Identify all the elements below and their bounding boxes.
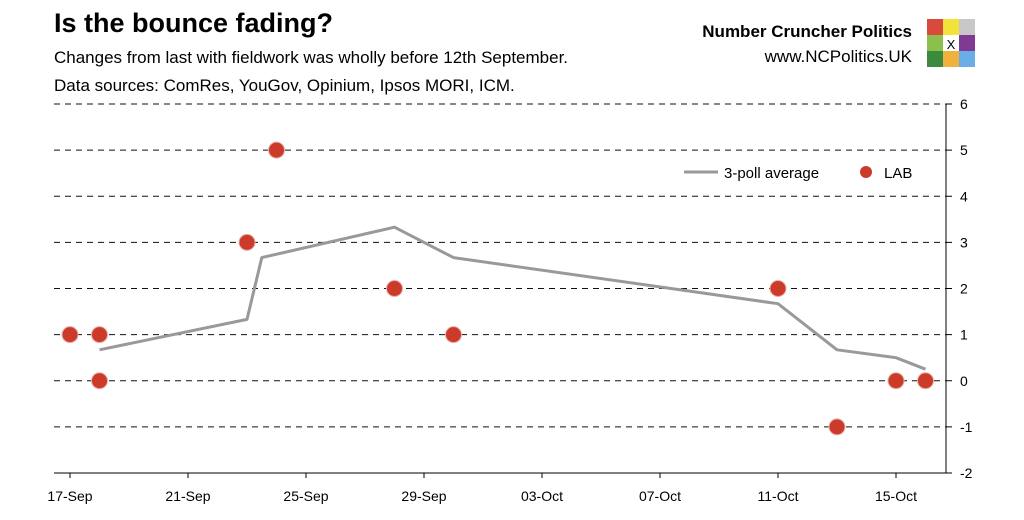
- data-point-lab: [238, 233, 256, 251]
- data-point-lab: [268, 141, 285, 159]
- x-tick-label: 03-Oct: [521, 488, 563, 504]
- logo-square: [943, 19, 959, 35]
- data-point-lab: [887, 372, 905, 390]
- logo-square: [959, 19, 975, 35]
- data-point-lab: [91, 372, 108, 390]
- brand-block: Number Cruncher Politics www.NCPolitics.…: [702, 22, 912, 67]
- y-tick-label: 6: [960, 96, 968, 112]
- x-tick-label: 17-Sep: [47, 488, 92, 504]
- data-point-lab: [769, 280, 787, 297]
- logo-square: [959, 51, 975, 67]
- y-tick-label: -1: [960, 419, 973, 435]
- x-tick-label: 15-Oct: [875, 488, 917, 504]
- y-tick-label: 3: [960, 234, 968, 250]
- y-tick-label: 0: [960, 373, 968, 389]
- x-tick-label: 29-Sep: [401, 488, 446, 504]
- legend-dot-swatch: [860, 166, 872, 178]
- y-tick-label: 5: [960, 142, 968, 158]
- logo-mark: X: [947, 37, 956, 52]
- x-tick-label: 25-Sep: [283, 488, 328, 504]
- logo-square: [943, 35, 959, 51]
- x-tick-label: 11-Oct: [758, 488, 799, 504]
- data-point-lab: [61, 326, 79, 344]
- logo-square: [943, 51, 959, 67]
- brand-url: www.NCPolitics.UK: [764, 47, 912, 66]
- brand-name: Number Cruncher Politics: [702, 22, 912, 41]
- x-tick-label: 21-Sep: [165, 488, 210, 504]
- logo-square: [959, 35, 975, 51]
- brand-logo-icon: X: [927, 19, 975, 67]
- data-point-lab: [445, 326, 462, 344]
- data-point-lab: [91, 326, 108, 344]
- chart-title: Is the bounce fading?: [54, 8, 334, 38]
- chart-subtitle: Changes from last with fieldwork was who…: [54, 48, 569, 67]
- x-tick-label: 07-Oct: [639, 488, 681, 504]
- logo-square: [927, 35, 943, 51]
- data-point-lab: [828, 418, 846, 436]
- legend-label-lab: LAB: [884, 165, 912, 182]
- y-tick-label: 2: [960, 281, 968, 297]
- y-tick-label: 4: [960, 188, 968, 204]
- series-line-3-poll-average: [99, 225, 927, 371]
- y-tick-label: -2: [960, 465, 973, 481]
- data-point-lab: [917, 372, 934, 390]
- data-point-lab: [386, 280, 403, 297]
- logo-square: [927, 51, 943, 67]
- y-tick-label: 1: [960, 327, 968, 343]
- data-sources-note: Data sources: ComRes, YouGov, Opinium, I…: [54, 76, 515, 95]
- legend-label-3-poll-average: 3-poll average: [724, 165, 819, 182]
- logo-square: [927, 19, 943, 35]
